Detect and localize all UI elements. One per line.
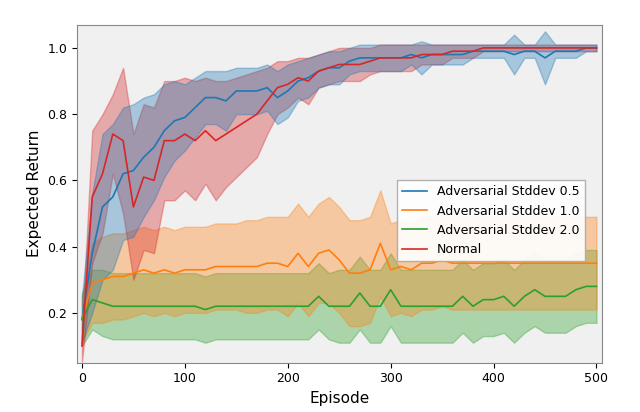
Adversarial Stddev 0.5 <box>243 89 250 94</box>
Adversarial Stddev 1.0 <box>593 261 600 266</box>
Y-axis label: Expected Return: Expected Return <box>26 130 42 258</box>
Adversarial Stddev 2.0 <box>582 284 590 289</box>
Adversarial Stddev 2.0 <box>232 304 240 309</box>
Adversarial Stddev 2.0 <box>191 304 199 309</box>
Line: Normal: Normal <box>82 48 596 346</box>
Normal <box>243 118 250 123</box>
Adversarial Stddev 0.5 <box>78 317 86 322</box>
Adversarial Stddev 2.0 <box>243 304 250 309</box>
Line: Adversarial Stddev 1.0: Adversarial Stddev 1.0 <box>82 243 596 319</box>
Adversarial Stddev 1.0 <box>428 261 436 266</box>
Normal <box>582 45 590 50</box>
Adversarial Stddev 0.5 <box>232 89 240 94</box>
Normal <box>479 45 487 50</box>
Normal <box>449 49 456 54</box>
X-axis label: Episode: Episode <box>309 391 369 406</box>
Adversarial Stddev 2.0 <box>593 284 600 289</box>
Normal <box>232 125 240 130</box>
Normal <box>78 344 86 349</box>
Adversarial Stddev 2.0 <box>449 304 456 309</box>
Legend: Adversarial Stddev 0.5, Adversarial Stddev 1.0, Adversarial Stddev 2.0, Normal: Adversarial Stddev 0.5, Adversarial Stdd… <box>397 180 585 261</box>
Normal <box>593 45 600 50</box>
Adversarial Stddev 2.0 <box>78 317 86 322</box>
Adversarial Stddev 1.0 <box>191 267 199 272</box>
Adversarial Stddev 1.0 <box>459 261 467 266</box>
Adversarial Stddev 0.5 <box>449 52 456 57</box>
Line: Adversarial Stddev 0.5: Adversarial Stddev 0.5 <box>82 48 596 319</box>
Adversarial Stddev 0.5 <box>593 45 600 50</box>
Adversarial Stddev 0.5 <box>191 105 199 110</box>
Adversarial Stddev 2.0 <box>418 304 426 309</box>
Adversarial Stddev 0.5 <box>418 55 426 60</box>
Adversarial Stddev 0.5 <box>582 45 590 50</box>
Line: Adversarial Stddev 2.0: Adversarial Stddev 2.0 <box>82 286 596 319</box>
Adversarial Stddev 1.0 <box>243 264 250 269</box>
Adversarial Stddev 2.0 <box>572 287 580 292</box>
Normal <box>191 138 199 143</box>
Adversarial Stddev 1.0 <box>376 241 384 246</box>
Adversarial Stddev 1.0 <box>78 317 86 322</box>
Adversarial Stddev 1.0 <box>232 264 240 269</box>
Adversarial Stddev 0.5 <box>572 49 580 54</box>
Adversarial Stddev 1.0 <box>582 261 590 266</box>
Normal <box>418 52 426 57</box>
